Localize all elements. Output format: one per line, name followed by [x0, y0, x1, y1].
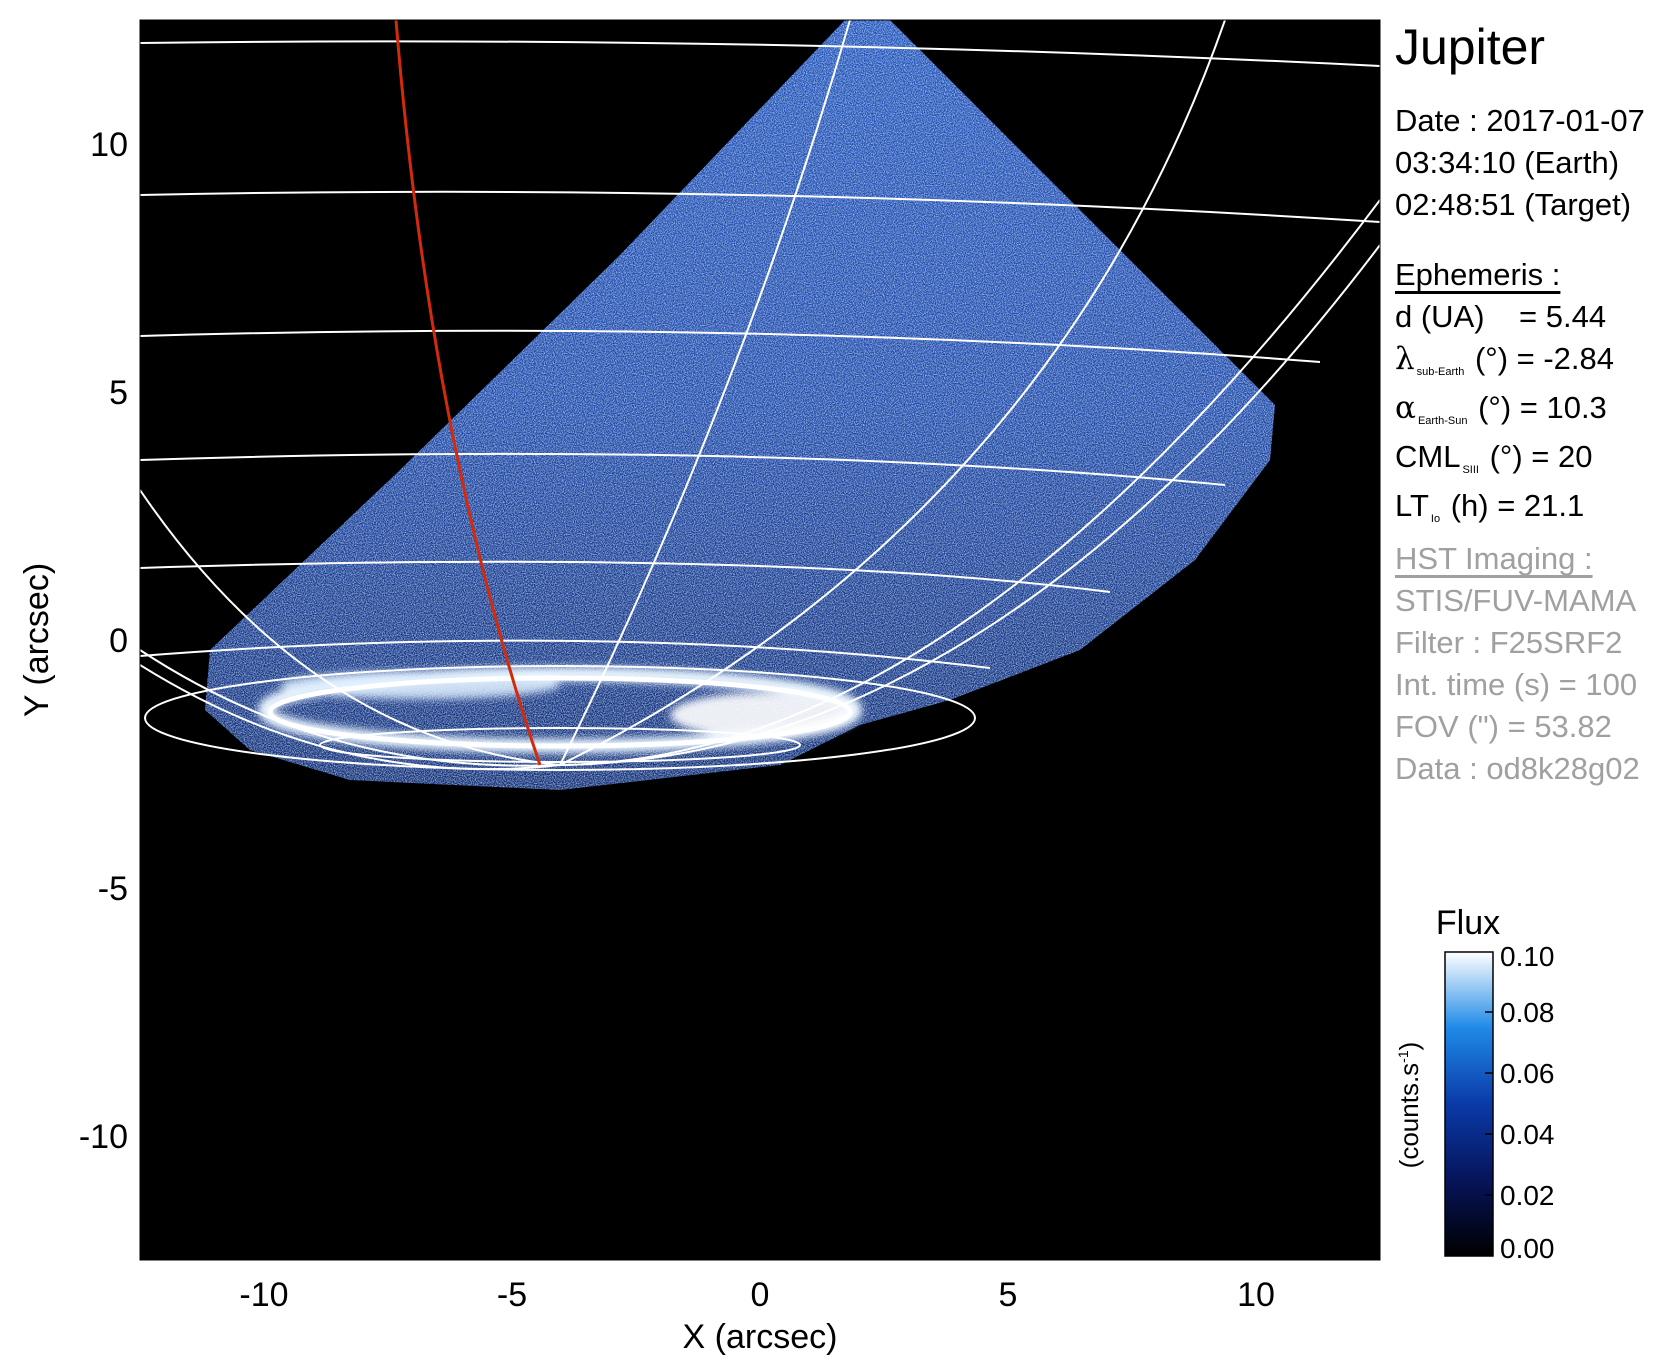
y-tick-label: 10 — [90, 126, 128, 164]
colorbar-tick-label: 0.00 — [1500, 1233, 1555, 1264]
x-tick-label: 5 — [999, 1276, 1018, 1314]
alpha-subscript: Earth-Sun — [1417, 415, 1468, 427]
x-tick-label: 0 — [751, 1276, 770, 1314]
field-of-view: FOV (") = 53.82 — [1395, 709, 1612, 744]
lt-label: LT — [1395, 488, 1429, 523]
x-tick-label: -10 — [239, 1276, 288, 1314]
colorbar-tick-label: 0.10 — [1500, 941, 1555, 972]
cml-label: CML — [1395, 439, 1461, 474]
cml-line: CML SIII (°) = 20 — [1395, 436, 1614, 485]
filter: Filter : F25SRF2 — [1395, 625, 1623, 660]
imaging-block: HST Imaging : STIS/FUV-MAMA Filter : F25… — [1395, 538, 1640, 790]
cml-subscript: SIII — [1462, 464, 1479, 476]
colorbar-unit-label: (counts.s-1) — [1394, 1042, 1424, 1169]
auroral-oval-core — [267, 675, 853, 749]
x-tick-label: 10 — [1237, 1276, 1275, 1314]
lt-subscript: Io — [1430, 513, 1441, 525]
colorbar-tick-label: 0.06 — [1500, 1058, 1555, 1089]
x-tick-label: -5 — [497, 1276, 527, 1314]
target-title: Jupiter — [1395, 19, 1546, 75]
io-footprint-curve — [394, 20, 542, 766]
date-block: Date : 2017-01-07 03:34:10 (Earth) 02:48… — [1395, 100, 1645, 226]
lambda-symbol: λ — [1395, 341, 1415, 377]
earth-time: 03:34:10 (Earth) — [1395, 145, 1620, 180]
colorbar-tick-label: 0.08 — [1500, 997, 1555, 1028]
lt-value: (h) = 21.1 — [1450, 488, 1585, 523]
ephemeris-header: Ephemeris : — [1395, 257, 1561, 292]
instrument: STIS/FUV-MAMA — [1395, 583, 1637, 618]
colorbar-tick-label: 0.04 — [1500, 1119, 1555, 1150]
colorbar-ticks — [1485, 1011, 1493, 1196]
distance-label: d (UA) — [1395, 299, 1485, 334]
y-axis-label: Y (arcsec) — [18, 563, 56, 717]
x-axis-label: X (arcsec) — [683, 1318, 838, 1356]
y-tick-label: -10 — [79, 1118, 128, 1156]
alpha-symbol: α — [1395, 390, 1416, 426]
y-tick-label: 5 — [109, 374, 128, 412]
ephemeris-block: Ephemeris : d (UA) = 5.44 λ sub-Earth (°)… — [1395, 254, 1614, 534]
phase-angle-line: α Earth-Sun (°) = 10.3 — [1395, 387, 1614, 436]
planetographic-grid — [140, 20, 1380, 771]
io-local-time-line: LT Io (h) = 21.1 — [1395, 485, 1614, 534]
data-id: Data : od8k28g02 — [1395, 751, 1640, 786]
target-time: 02:48:51 (Target) — [1395, 187, 1632, 222]
alpha-value: (°) = 10.3 — [1478, 390, 1607, 425]
lambda-subscript: sub-Earth — [1416, 366, 1465, 378]
distance-value: = 5.44 — [1519, 299, 1607, 334]
colorbar — [1444, 951, 1494, 1257]
integration-time: Int. time (s) = 100 — [1395, 667, 1638, 702]
y-tick-label: 0 — [109, 622, 128, 660]
colorbar-title: Flux — [1436, 904, 1500, 942]
date-line: Date : 2017-01-07 — [1395, 103, 1645, 138]
sub-earth-latitude-line: λ sub-Earth (°) = -2.84 — [1395, 338, 1614, 387]
axis-ticks — [140, 143, 1257, 1260]
lambda-value: (°) = -2.84 — [1474, 341, 1615, 376]
colorbar-tick-label: 0.02 — [1500, 1180, 1555, 1211]
emission-speckle — [205, 20, 1275, 790]
imaging-header: HST Imaging : — [1395, 541, 1593, 576]
cml-value: (°) = 20 — [1489, 439, 1593, 474]
y-tick-label: -5 — [98, 870, 128, 908]
distance-line: d (UA) = 5.44 — [1395, 296, 1614, 338]
